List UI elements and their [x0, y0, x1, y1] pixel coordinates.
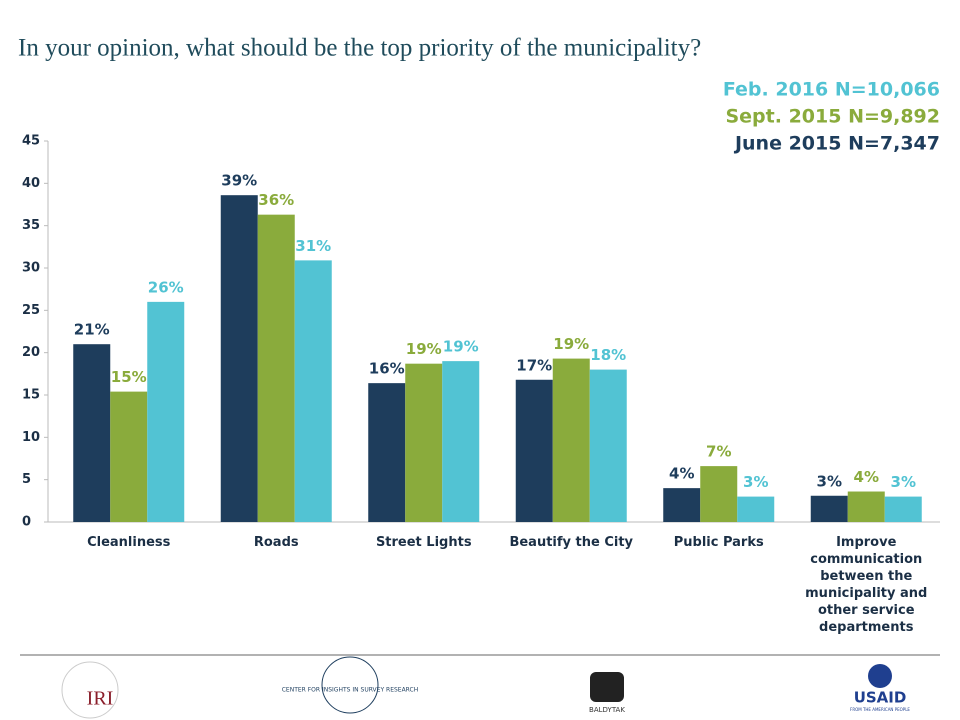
x-tick-label: Beautify the City: [509, 535, 634, 550]
x-tick-label: Roads: [253, 535, 299, 550]
y-tick-label: 5: [22, 472, 31, 487]
usaid-seal: [868, 664, 892, 688]
value-label: 19%: [443, 338, 479, 356]
bar: [220, 195, 258, 523]
legend-entry: Feb. 2016 N=10,066: [723, 79, 940, 101]
value-label: 18%: [590, 346, 626, 364]
bar: [294, 260, 332, 522]
logo-text: IRI: [87, 688, 114, 710]
value-label: 4%: [669, 465, 694, 483]
value-label: 26%: [148, 278, 184, 296]
bar: [405, 363, 443, 522]
bar: [884, 496, 922, 522]
legend-entry: June 2015 N=7,347: [733, 133, 940, 155]
bar: [552, 358, 590, 522]
y-tick-label: 0: [22, 515, 31, 530]
chart-title: In your opinion, what should be the top …: [18, 35, 701, 62]
bar: [810, 495, 848, 522]
value-label: 19%: [406, 340, 442, 358]
logo-text: FROM THE AMERICAN PEOPLE: [850, 707, 910, 712]
bar: [442, 361, 480, 522]
y-tick-label: 45: [22, 134, 40, 149]
bar: [737, 496, 775, 522]
y-tick-label: 35: [22, 218, 40, 233]
x-tick-label: Cleanliness: [87, 535, 171, 550]
bar: [147, 301, 185, 522]
cisr-logo-shape: [321, 656, 379, 714]
value-label: 39%: [221, 172, 257, 190]
value-label: 19%: [553, 335, 589, 353]
bar: [515, 379, 553, 522]
x-tick-label: Public Parks: [673, 535, 764, 550]
bar: [700, 466, 738, 522]
value-label: 3%: [891, 473, 916, 491]
iri-logo-shape: [61, 661, 119, 719]
value-label: 3%: [743, 473, 768, 491]
x-tick-label: Improve communication between the munici…: [805, 535, 928, 635]
baldytak-logo-shape: [590, 672, 624, 702]
y-tick-label: 20: [22, 345, 40, 360]
bar: [847, 491, 885, 522]
x-tick-label: Street Lights: [375, 535, 472, 550]
bar: [110, 391, 148, 522]
y-tick-label: 30: [22, 261, 40, 276]
value-label: 4%: [854, 468, 879, 486]
y-tick-label: 15: [22, 388, 40, 403]
value-label: 15%: [111, 368, 147, 386]
bar: [589, 369, 627, 522]
value-label: 16%: [369, 360, 405, 378]
value-label: 31%: [295, 237, 331, 255]
value-label: 7%: [706, 443, 731, 461]
logo-text: USAID: [854, 689, 907, 707]
value-label: 21%: [74, 321, 110, 339]
value-label: 3%: [817, 472, 842, 490]
bar: [257, 214, 295, 522]
logo-text: CENTER FOR INSIGHTS IN SURVEY RESEARCH: [282, 687, 419, 694]
bar: [368, 383, 406, 522]
value-label: 17%: [516, 356, 552, 374]
y-tick-label: 10: [22, 430, 40, 445]
legend-entry: Sept. 2015 N=9,892: [725, 106, 940, 128]
logo-text: BALDYTAK: [589, 706, 625, 714]
value-label: 36%: [258, 191, 294, 209]
bar: [73, 344, 111, 522]
y-tick-label: 25: [22, 303, 40, 318]
y-tick-label: 40: [22, 176, 40, 191]
bar: [663, 488, 701, 522]
